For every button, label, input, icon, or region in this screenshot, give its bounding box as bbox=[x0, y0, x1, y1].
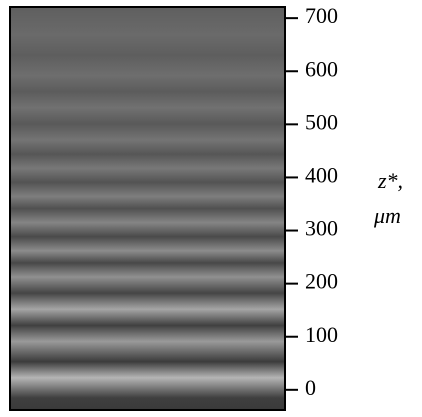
y-tick-label: 400 bbox=[305, 162, 338, 187]
y-axis-label: z*, bbox=[377, 168, 403, 193]
y-tick-label: 700 bbox=[305, 3, 338, 28]
fringe-image bbox=[9, 6, 286, 411]
y-tick-label: 500 bbox=[305, 109, 338, 134]
y-tick-label: 300 bbox=[305, 216, 338, 241]
y-tick-label: 0 bbox=[305, 375, 316, 400]
y-tick-label: 100 bbox=[305, 322, 338, 347]
y-axis-label: μm bbox=[373, 203, 401, 228]
y-tick-label: 200 bbox=[305, 269, 338, 294]
y-tick-label: 600 bbox=[305, 56, 338, 81]
